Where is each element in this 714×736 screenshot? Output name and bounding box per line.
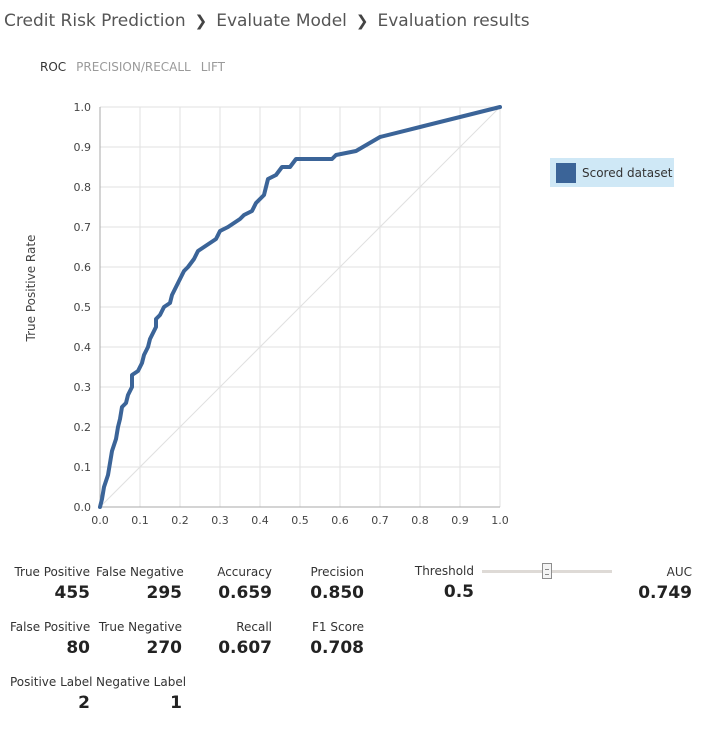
chart-plot-area: [98, 105, 502, 509]
chevron-right-icon: ❯: [355, 12, 369, 30]
y-tick-label: 0.8: [74, 181, 92, 194]
metric-value: 0.5: [443, 582, 474, 602]
metric-f1-score: F1 Score 0.708: [288, 620, 364, 658]
metric-false-negative: False Negative 295: [96, 565, 184, 603]
metric-label: Precision: [310, 565, 364, 579]
metric-value: 0.708: [310, 638, 364, 658]
chart-tabs: ROC PRECISION/RECALL LIFT: [40, 60, 225, 74]
metric-label: True Positive: [14, 565, 90, 579]
x-tick-label: 0.2: [171, 514, 189, 527]
chart-tick-labels: 0.0 0.1 0.2 0.3 0.4 0.5 0.6 0.7 0.8 0.9 1.0 0.0 0.1 0…: [74, 101, 509, 527]
metric-label: Positive Label: [10, 675, 93, 689]
chevron-right-icon: ❯: [194, 12, 208, 30]
breadcrumb-item-evaluation-results: Evaluation results: [377, 11, 530, 31]
breadcrumb-item-evaluate-model[interactable]: Evaluate Model: [216, 11, 347, 31]
metric-value: 270: [146, 638, 183, 658]
y-tick-label: 0.5: [74, 301, 92, 314]
metric-auc: AUC 0.749: [612, 565, 692, 603]
metric-precision: Precision 0.850: [288, 565, 364, 603]
random-classifier-diagonal: [99, 106, 501, 508]
threshold-slider[interactable]: [482, 563, 612, 579]
metric-label: False Negative: [96, 565, 184, 579]
metric-false-positive: False Positive 80: [10, 620, 90, 658]
metric-label: Accuracy: [217, 565, 272, 579]
y-tick-label: 0.1: [74, 461, 92, 474]
tab-precision-recall[interactable]: PRECISION/RECALL: [76, 60, 191, 74]
x-tick-label: 0.4: [251, 514, 269, 527]
metric-positive-label: Positive Label 2: [10, 675, 93, 713]
metric-true-positive: True Positive 455: [10, 565, 90, 603]
y-tick-label: 0.6: [74, 261, 92, 274]
legend-label-scored-dataset: Scored dataset: [582, 165, 673, 180]
metric-label: F1 Score: [312, 620, 364, 634]
x-tick-label: 0.3: [211, 514, 229, 527]
roc-chart: 0.0 0.1 0.2 0.3 0.4 0.5 0.6 0.7 0.8 0.9 1.0 0.0 0.1 0…: [24, 101, 509, 527]
metric-label: Threshold: [414, 564, 474, 578]
metric-value: 80: [66, 638, 90, 658]
metric-true-negative: True Negative 270: [96, 620, 182, 658]
chart-legend[interactable]: Scored dataset: [550, 158, 674, 187]
metric-value: 0.850: [310, 583, 364, 603]
breadcrumb-item-credit-risk-prediction[interactable]: Credit Risk Prediction: [4, 11, 186, 31]
metric-recall: Recall 0.607: [196, 620, 272, 658]
y-tick-label: 0.7: [74, 221, 92, 234]
metric-accuracy: Accuracy 0.659: [196, 565, 272, 603]
roc-curve-scored-dataset: [98, 105, 502, 509]
metric-value: 0.659: [218, 583, 272, 603]
y-tick-label: 0.3: [74, 381, 92, 394]
tab-lift[interactable]: LIFT: [200, 60, 225, 74]
threshold-slider-handle[interactable]: [542, 563, 552, 579]
x-tick-label: 0.9: [451, 514, 469, 527]
x-tick-label: 0.5: [291, 514, 309, 527]
metric-label: True Negative: [98, 620, 182, 634]
metric-value: 295: [146, 583, 183, 603]
y-tick-label: 0.2: [74, 421, 92, 434]
x-tick-label: 0.6: [331, 514, 349, 527]
y-tick-label: 0.9: [74, 141, 92, 154]
x-tick-label: 1.0: [491, 514, 509, 527]
metric-label: False Positive: [10, 620, 91, 634]
y-tick-label: 0.0: [74, 501, 92, 514]
metric-negative-label: Negative Label 1: [96, 675, 187, 713]
chart-axes: [99, 107, 500, 508]
metric-value: 2: [78, 693, 90, 713]
metric-threshold: Threshold 0.5: [404, 564, 474, 602]
y-tick-label: 1.0: [74, 101, 92, 114]
tab-roc[interactable]: ROC: [40, 60, 67, 74]
metric-value: 455: [54, 583, 91, 603]
x-tick-label: 0.0: [91, 514, 109, 527]
metric-value: 1: [170, 693, 182, 713]
metric-label: Recall: [236, 620, 272, 634]
metric-value: 0.607: [218, 638, 272, 658]
breadcrumb: Credit Risk Prediction ❯ Evaluate Model …: [4, 8, 530, 34]
y-tick-label: 0.4: [74, 341, 92, 354]
metric-label: Negative Label: [96, 675, 187, 689]
x-tick-label: 0.7: [371, 514, 389, 527]
x-tick-label: 0.8: [411, 514, 429, 527]
metric-value: 0.749: [638, 583, 692, 603]
x-tick-label: 0.1: [131, 514, 149, 527]
y-axis-label: True Positive Rate: [24, 235, 38, 343]
legend-swatch-scored-dataset: [556, 162, 576, 183]
metric-label: AUC: [666, 565, 692, 579]
